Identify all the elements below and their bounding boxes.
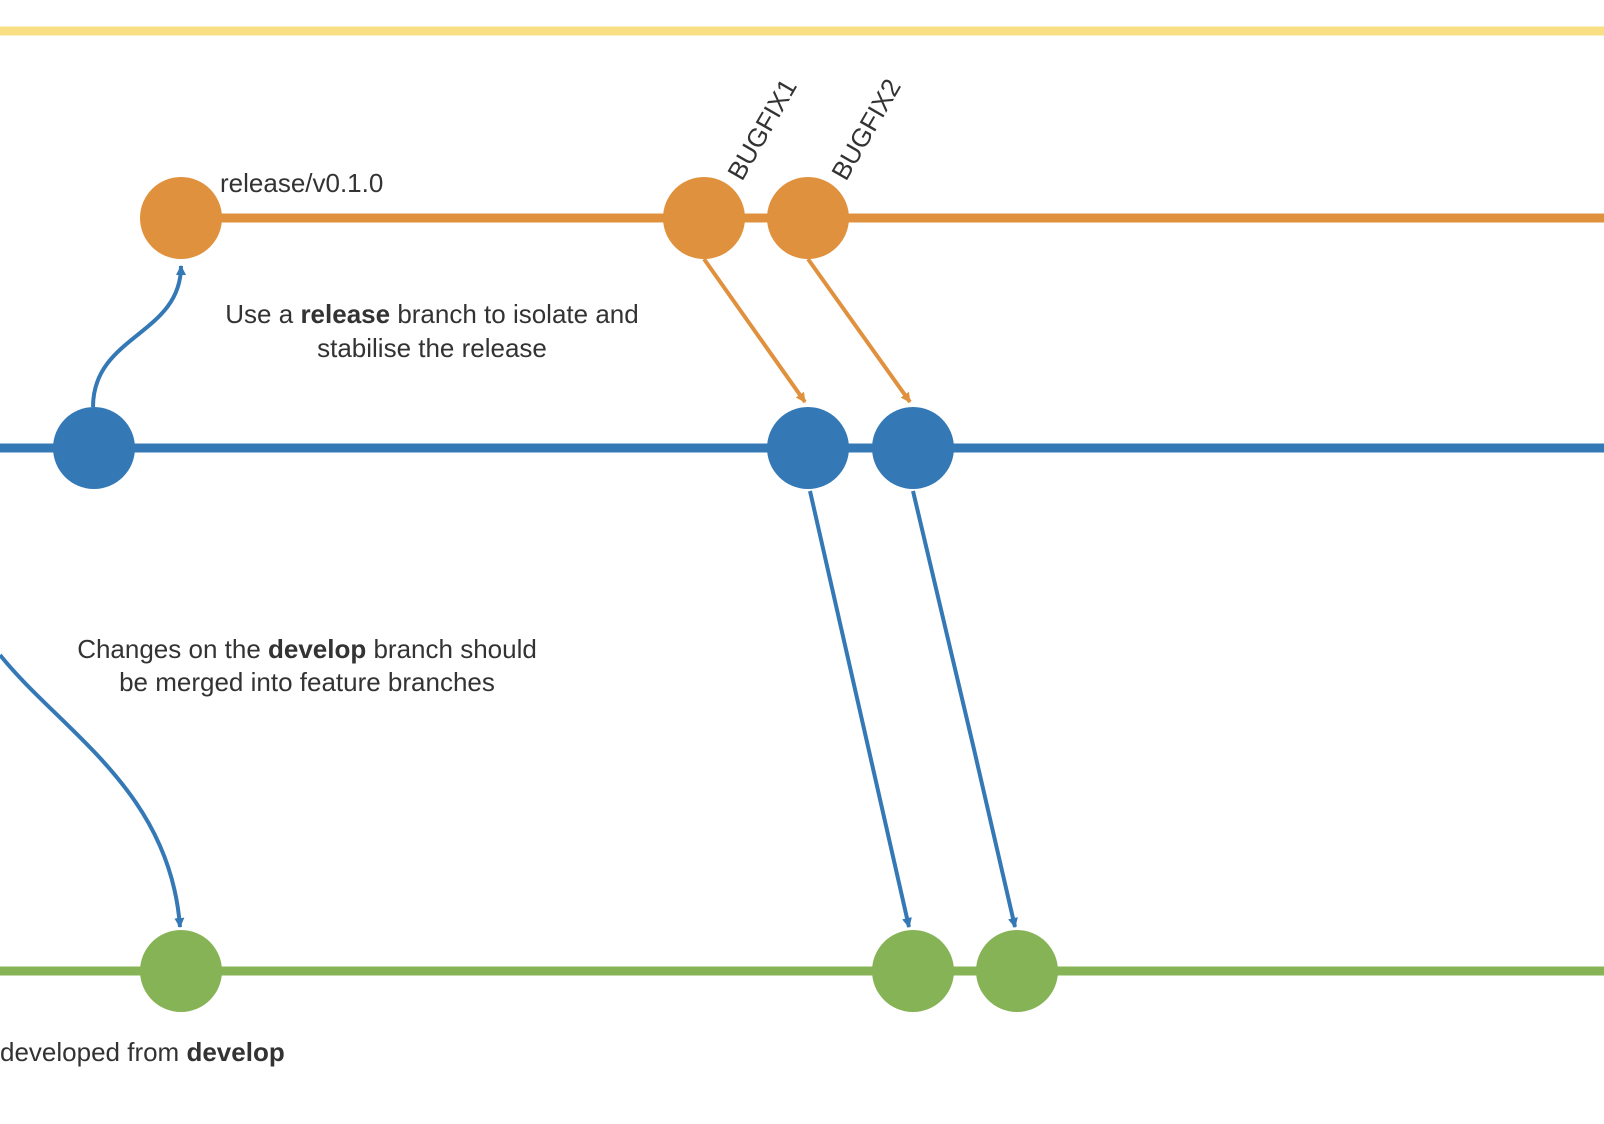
release-commit-bugfix1 bbox=[663, 177, 745, 259]
develop-note-bold: develop bbox=[268, 634, 366, 664]
develop-commit-branch-point bbox=[53, 407, 135, 489]
feature-note-bold: develop bbox=[186, 1037, 284, 1067]
bugfix2-label: BUGFIX2 bbox=[825, 74, 907, 185]
develop-note: Changes on the develop branch should bbox=[77, 634, 537, 664]
release-note-pre: Use a bbox=[225, 299, 300, 329]
develop-to-feature-arrow bbox=[0, 653, 185, 928]
develop-to-release-arrow bbox=[91, 265, 186, 408]
develop-note-line2: be merged into feature branches bbox=[119, 667, 495, 697]
feature-note-pre: developed from bbox=[0, 1037, 186, 1067]
develop-commit-merge-2 bbox=[872, 407, 954, 489]
release-note-post: branch to isolate and bbox=[390, 299, 639, 329]
develop-to-feature-merge-arrow-1 bbox=[808, 490, 912, 928]
feature-commit-2 bbox=[872, 930, 954, 1012]
release-note-line2: stabilise the release bbox=[317, 333, 547, 363]
bugfix1-merge-arrow bbox=[702, 257, 807, 404]
feature-commit-1 bbox=[140, 930, 222, 1012]
develop-note-pre: Changes on the bbox=[77, 634, 268, 664]
release-note-bold: release bbox=[300, 299, 390, 329]
release-commit-start bbox=[140, 177, 222, 259]
feature-note: developed from develop bbox=[0, 1037, 285, 1067]
bugfix2-merge-arrow bbox=[806, 257, 912, 404]
feature-commit-3 bbox=[976, 930, 1058, 1012]
release-commit-bugfix2 bbox=[767, 177, 849, 259]
bugfix1-label: BUGFIX1 bbox=[721, 74, 803, 185]
release-note: Use a release branch to isolate and bbox=[225, 299, 638, 329]
develop-commit-merge-1 bbox=[767, 407, 849, 489]
release-branch-label: release/v0.1.0 bbox=[220, 168, 383, 198]
develop-note-post: branch should bbox=[366, 634, 537, 664]
develop-to-feature-merge-arrow-2 bbox=[911, 490, 1018, 928]
